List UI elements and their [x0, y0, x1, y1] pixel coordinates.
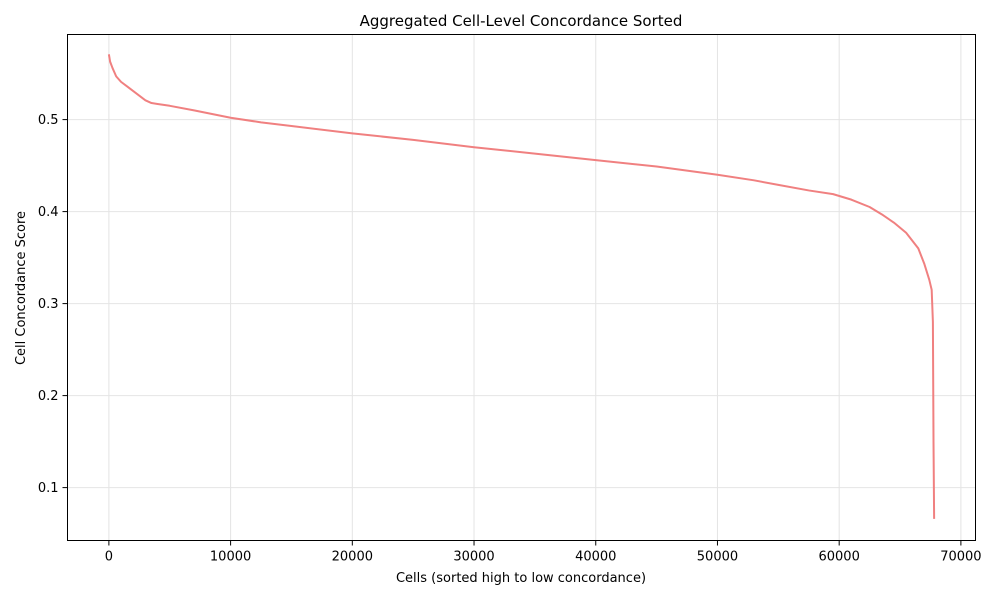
y-tick-label: 0.1 — [38, 481, 59, 496]
x-tick-label: 50000 — [697, 550, 738, 565]
x-tick-label: 60000 — [818, 550, 859, 565]
grid-layer — [67, 34, 976, 541]
concordance-series-line — [107, 54, 936, 519]
x-tick-label: 70000 — [940, 550, 981, 565]
plot-frame — [67, 34, 976, 541]
y-tick-label: 0.3 — [38, 297, 59, 312]
y-tick-label: 0.2 — [38, 389, 59, 404]
series-layer — [107, 54, 936, 519]
x-axis-ticks: 0 10000 20000 30000 40000 50000 60000 70000 — [105, 540, 982, 565]
x-tick-label: 0 — [105, 550, 113, 565]
x-tick-label: 10000 — [210, 550, 251, 565]
chart-title: Aggregated Cell-Level Concordance Sorted — [360, 12, 683, 30]
x-tick-label: 20000 — [332, 550, 373, 565]
y-axis-label: Cell Concordance Score — [14, 211, 29, 365]
x-tick-label: 40000 — [575, 550, 616, 565]
y-axis-ticks: 0.1 0.2 0.3 0.4 0.5 — [38, 113, 68, 496]
x-axis-label: Cells (sorted high to low concordance) — [396, 571, 646, 586]
y-tick-label: 0.4 — [38, 205, 59, 220]
y-tick-label: 0.5 — [38, 113, 59, 128]
x-tick-label: 30000 — [453, 550, 494, 565]
